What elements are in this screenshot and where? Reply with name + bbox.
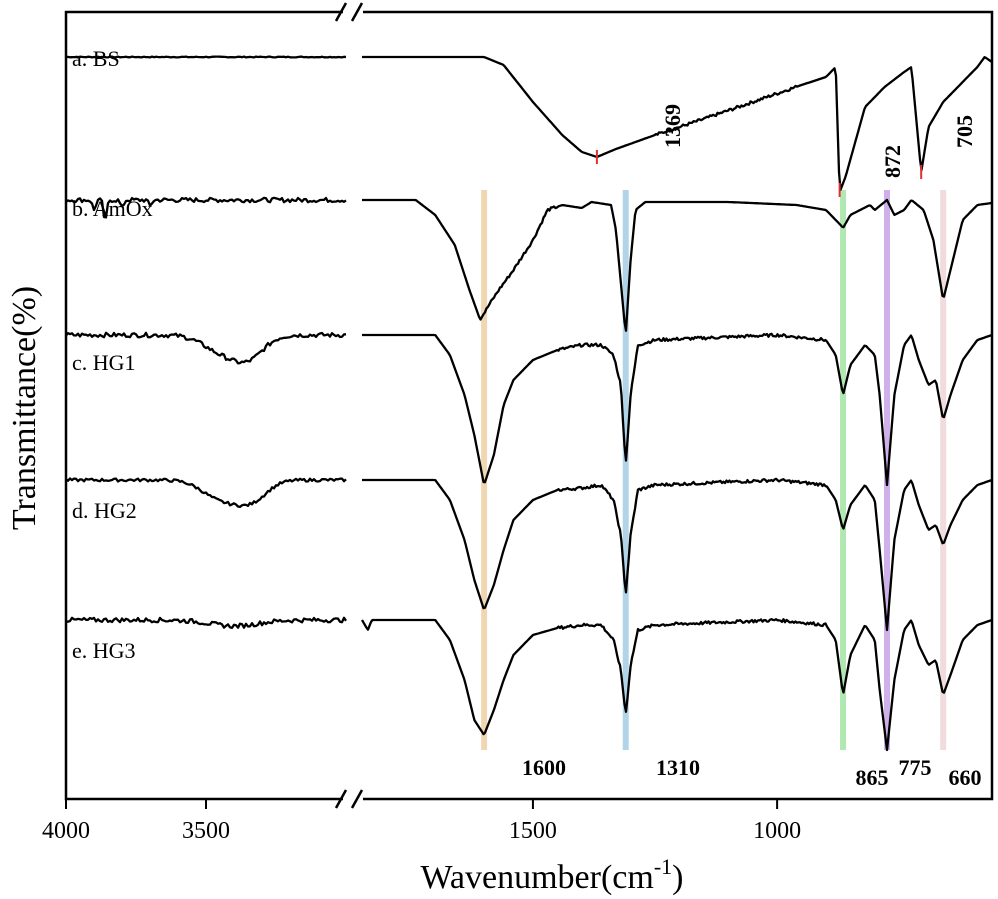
series-label: c. HG1 [72,350,136,375]
series-label: b. AmOx [72,196,153,221]
plot-frame [64,10,994,801]
peak-label: 1310 [656,755,700,780]
series-line-left [65,616,347,630]
highlight-band [940,190,947,750]
axis-break-top [334,2,364,22]
series-line-left [65,477,347,509]
x-tick-label: 4000 [42,818,90,844]
highlight-band [622,190,629,750]
series-line-right [362,332,993,487]
axis-break-bottom [334,789,364,809]
peak-label: 865 [856,765,889,790]
series-label: d. HG2 [72,498,137,523]
peak-label: 775 [899,755,932,780]
x-tick-label: 1500 [509,818,557,844]
peak-labels: 1600 1310 865 775 660 1369 872 705 [522,104,982,790]
x-ticks: 4000 3500 1500 1000 [42,799,801,844]
series-line-left [65,196,347,219]
highlight-band [481,190,488,750]
series-label: a. BS [72,46,120,71]
highlight-band [884,190,890,750]
bs-peak-markers [595,150,923,197]
bs-peak-label: 705 [952,115,977,148]
series-label: e. HG3 [72,638,136,663]
x-axis-title: Wavenumber(cm-1) [421,854,684,896]
series-lines [65,55,993,752]
peak-label: 660 [949,765,982,790]
highlight-bands [481,190,947,750]
series-line-left [65,55,347,59]
series-line-right [362,198,993,332]
series-line-right [362,477,993,632]
series-line-right [361,618,993,752]
series-labels: a. BS b. AmOx c. HG1 d. HG2 e. HG3 [72,46,153,663]
highlight-band [840,190,847,750]
series-line-right [362,55,993,191]
peak-label: 1600 [522,755,566,780]
y-axis-title: Transmittance(%) [6,286,43,530]
x-tick-label: 1000 [753,818,801,844]
bs-peak-label: 1369 [660,104,685,148]
series-line-left [65,331,347,365]
x-tick-label: 3500 [182,818,230,844]
bs-peak-label: 872 [880,145,905,178]
